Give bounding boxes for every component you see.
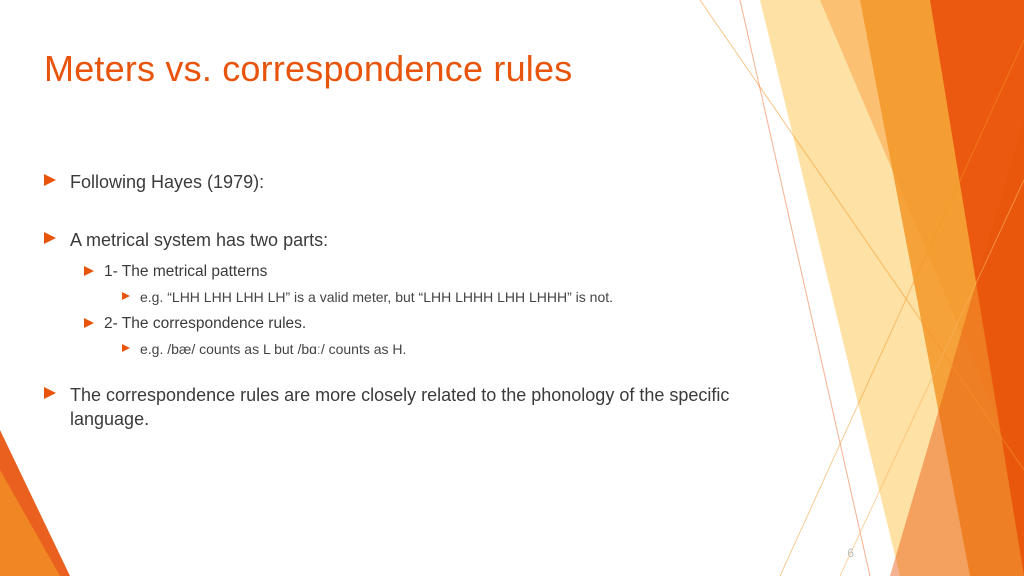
bullet-arrow-icon xyxy=(84,318,94,328)
bullet-text: Following Hayes (1979): xyxy=(70,170,264,194)
bullet-arrow-icon xyxy=(44,387,56,399)
slide: Meters vs. correspondence rules Followin… xyxy=(0,0,1024,576)
slide-title: Meters vs. correspondence rules xyxy=(44,48,572,90)
bullet-level3: e.g. “LHH LHH LHH LH” is a valid meter, … xyxy=(122,289,764,305)
bullet-level2: 1- The metrical patterns xyxy=(84,263,764,281)
bullet-text: 1- The metrical patterns xyxy=(104,263,267,281)
bullet-text: 2- The correspondence rules. xyxy=(104,315,306,333)
bullet-text: e.g. /bæ/ counts as L but /bɑː/ counts a… xyxy=(140,341,406,357)
bullet-text: A metrical system has two parts: xyxy=(70,228,328,252)
bullet-text: The correspondence rules are more closel… xyxy=(70,383,764,432)
bullet-level2: 2- The correspondence rules. xyxy=(84,315,764,333)
bullet-level3: e.g. /bæ/ counts as L but /bɑː/ counts a… xyxy=(122,341,764,357)
bullet-arrow-icon xyxy=(44,232,56,244)
bullet-arrow-icon xyxy=(122,292,130,300)
bullet-arrow-icon xyxy=(84,266,94,276)
slide-content: Following Hayes (1979): A metrical syste… xyxy=(44,170,764,431)
bullet-arrow-icon xyxy=(44,174,56,186)
bullet-text: e.g. “LHH LHH LHH LH” is a valid meter, … xyxy=(140,289,613,305)
bullet-level1: Following Hayes (1979): xyxy=(44,170,764,194)
bullet-level1: The correspondence rules are more closel… xyxy=(44,383,764,432)
bullet-level1: A metrical system has two parts: xyxy=(44,228,764,252)
bullet-arrow-icon xyxy=(122,344,130,352)
page-number: 6 xyxy=(847,546,854,560)
